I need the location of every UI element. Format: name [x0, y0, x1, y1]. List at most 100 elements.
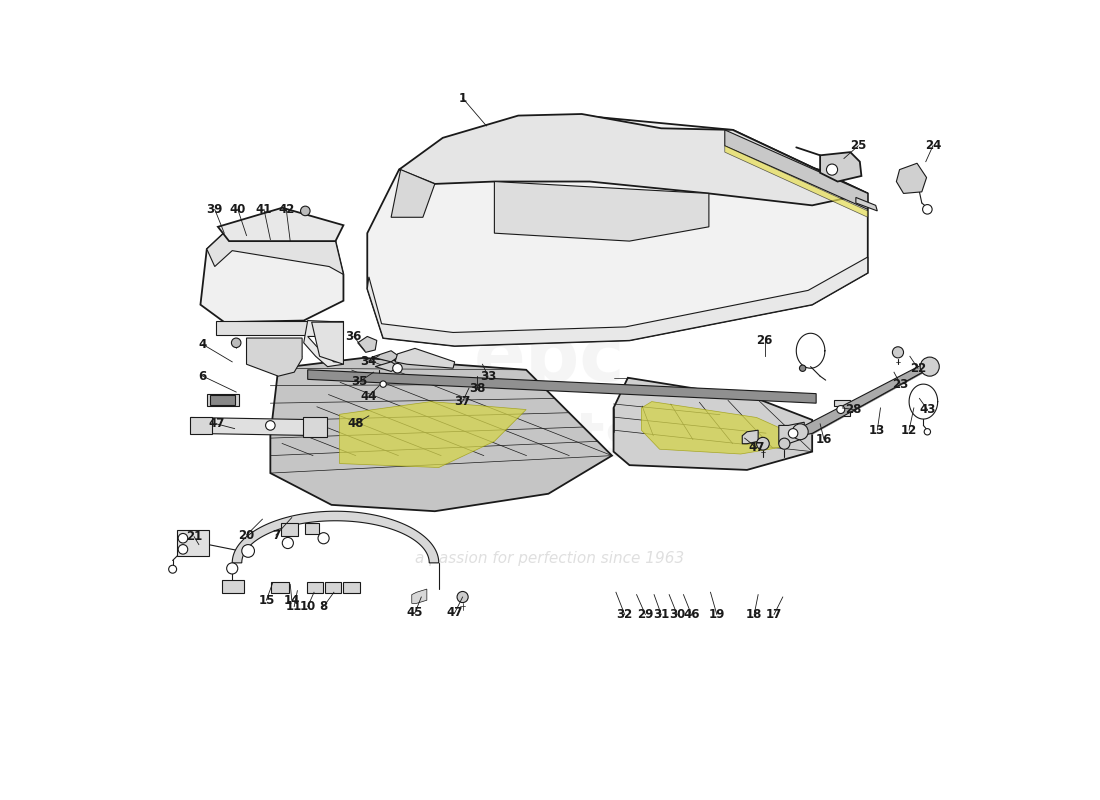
- Polygon shape: [358, 337, 377, 352]
- Circle shape: [393, 363, 403, 373]
- Polygon shape: [367, 115, 868, 346]
- Text: 25: 25: [850, 139, 867, 152]
- FancyBboxPatch shape: [190, 417, 211, 434]
- Polygon shape: [340, 402, 526, 467]
- Circle shape: [458, 591, 469, 602]
- Text: 32: 32: [617, 608, 632, 621]
- Polygon shape: [395, 348, 454, 368]
- Text: epc: epc: [474, 323, 626, 398]
- Text: 46: 46: [683, 608, 700, 621]
- Polygon shape: [375, 362, 399, 371]
- Polygon shape: [308, 370, 816, 403]
- Text: 8: 8: [319, 600, 328, 613]
- Polygon shape: [372, 350, 399, 362]
- Text: 30: 30: [669, 608, 685, 621]
- Polygon shape: [835, 400, 850, 416]
- Circle shape: [779, 438, 790, 450]
- Text: 28: 28: [845, 403, 861, 416]
- Polygon shape: [856, 198, 878, 211]
- Polygon shape: [411, 589, 427, 603]
- Polygon shape: [494, 182, 708, 241]
- Text: 42: 42: [278, 203, 295, 216]
- FancyBboxPatch shape: [326, 582, 341, 593]
- Polygon shape: [311, 322, 343, 364]
- Polygon shape: [742, 430, 758, 444]
- Polygon shape: [896, 163, 926, 194]
- Text: 12: 12: [901, 424, 917, 437]
- Text: 36: 36: [345, 330, 362, 343]
- Circle shape: [178, 545, 188, 554]
- Polygon shape: [821, 152, 861, 182]
- Text: 47: 47: [208, 418, 224, 430]
- Circle shape: [757, 438, 769, 450]
- Circle shape: [227, 563, 238, 574]
- Polygon shape: [725, 130, 868, 210]
- Text: 24: 24: [925, 139, 942, 152]
- Text: 7: 7: [272, 529, 280, 542]
- Polygon shape: [218, 208, 343, 241]
- FancyBboxPatch shape: [177, 530, 209, 556]
- Polygon shape: [641, 402, 789, 454]
- Polygon shape: [614, 378, 812, 470]
- Polygon shape: [304, 321, 343, 366]
- FancyBboxPatch shape: [343, 582, 360, 593]
- Text: 38: 38: [469, 382, 485, 395]
- Text: 23: 23: [892, 378, 909, 390]
- Text: 31: 31: [653, 608, 669, 621]
- Polygon shape: [392, 170, 434, 218]
- Text: 33: 33: [480, 370, 496, 382]
- Circle shape: [283, 538, 294, 549]
- Circle shape: [178, 534, 188, 543]
- Text: 11: 11: [286, 600, 302, 613]
- Text: 34: 34: [361, 355, 377, 368]
- Circle shape: [921, 357, 939, 376]
- Polygon shape: [232, 511, 439, 563]
- Text: a passion for perfection since 1963: a passion for perfection since 1963: [416, 551, 684, 566]
- Text: 22: 22: [910, 362, 926, 374]
- Circle shape: [792, 424, 808, 440]
- Text: 45: 45: [407, 606, 424, 619]
- FancyBboxPatch shape: [280, 523, 298, 536]
- FancyBboxPatch shape: [272, 582, 288, 593]
- Text: 39: 39: [207, 203, 223, 216]
- FancyBboxPatch shape: [222, 580, 244, 593]
- Polygon shape: [801, 362, 930, 436]
- Text: 37: 37: [454, 395, 471, 408]
- Text: 18: 18: [746, 608, 762, 621]
- Polygon shape: [725, 146, 868, 218]
- Polygon shape: [217, 321, 343, 335]
- Text: 35: 35: [351, 375, 367, 388]
- Polygon shape: [207, 394, 239, 406]
- Text: 26: 26: [757, 334, 772, 347]
- Text: 13: 13: [869, 424, 886, 437]
- Text: 21: 21: [186, 530, 202, 543]
- Polygon shape: [200, 226, 343, 322]
- Text: 17: 17: [766, 608, 782, 621]
- Polygon shape: [399, 114, 868, 206]
- Circle shape: [379, 381, 386, 387]
- Circle shape: [892, 346, 903, 358]
- Circle shape: [800, 365, 806, 371]
- FancyBboxPatch shape: [307, 582, 322, 593]
- Circle shape: [924, 429, 931, 435]
- Polygon shape: [246, 338, 302, 376]
- Text: 29: 29: [637, 608, 653, 621]
- Text: 14: 14: [284, 594, 300, 606]
- Text: 10: 10: [299, 600, 316, 613]
- Text: 47: 47: [748, 441, 764, 454]
- Text: 40: 40: [230, 203, 246, 216]
- Text: parts: parts: [458, 410, 642, 470]
- Circle shape: [789, 429, 797, 438]
- Text: 44: 44: [361, 390, 377, 402]
- Circle shape: [242, 545, 254, 558]
- Polygon shape: [191, 418, 326, 436]
- FancyBboxPatch shape: [210, 395, 235, 405]
- Text: 48: 48: [348, 418, 364, 430]
- Polygon shape: [207, 226, 343, 274]
- Text: 19: 19: [708, 608, 725, 621]
- Text: 16: 16: [816, 434, 833, 446]
- Text: 1: 1: [459, 92, 466, 105]
- Circle shape: [318, 533, 329, 544]
- Circle shape: [168, 566, 177, 573]
- Polygon shape: [779, 422, 804, 444]
